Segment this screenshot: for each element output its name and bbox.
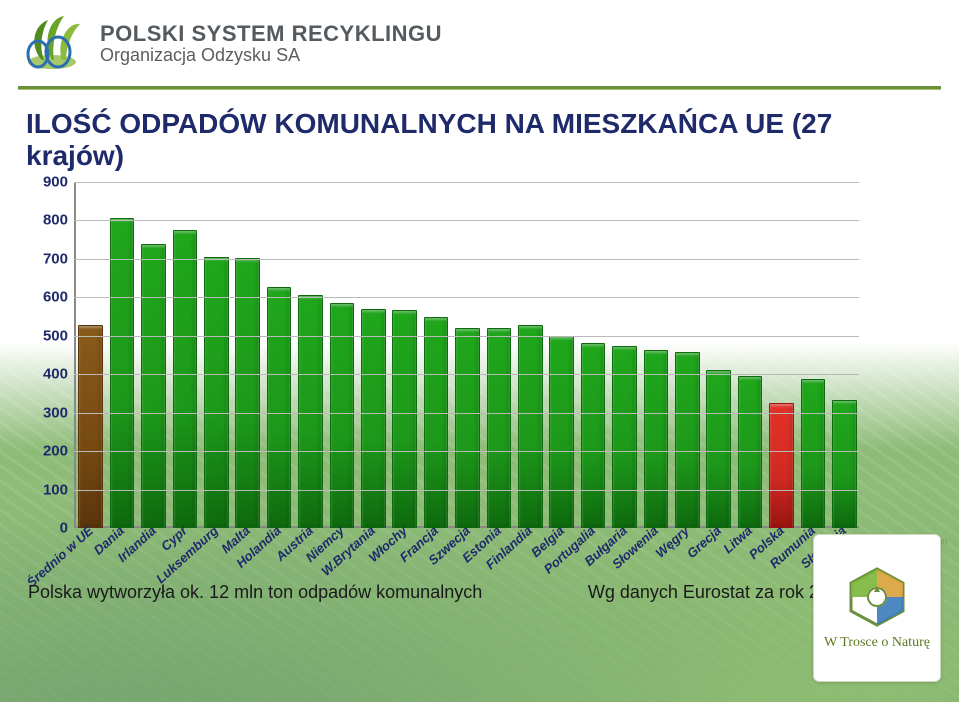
bar (706, 370, 731, 528)
bar (455, 328, 480, 528)
bar (110, 218, 135, 528)
slide-title: ILOŚĆ ODPADÓW KOMUNALNYCH NA MIESZKAŃCA … (0, 90, 959, 176)
brand-block: POLSKI SYSTEM RECYKLINGU Organizacja Odz… (100, 21, 442, 66)
brand-name: POLSKI SYSTEM RECYKLINGU (100, 21, 442, 47)
gridline (74, 220, 859, 221)
y-tick-label: 600 (43, 289, 68, 306)
y-tick-label: 700 (43, 250, 68, 267)
y-tick-label: 900 (43, 174, 68, 191)
y-tick-label: 400 (43, 366, 68, 383)
gridline (74, 451, 859, 452)
gridline (74, 259, 859, 260)
header: POLSKI SYSTEM RECYKLINGU Organizacja Odz… (0, 0, 959, 82)
bar (518, 325, 543, 528)
bar (78, 325, 103, 528)
y-axis: 0100200300400500600700800900 (26, 182, 74, 528)
bar (549, 336, 574, 528)
gridline (74, 490, 859, 491)
bar (769, 403, 794, 528)
y-tick-label: 0 (60, 520, 68, 537)
x-tick-label: Węgry (653, 523, 693, 561)
gridline (74, 336, 859, 337)
bars-container (74, 182, 859, 528)
bar (298, 295, 323, 528)
gridline (74, 374, 859, 375)
x-axis-labels: Średnio w UEDaniaIrlandiaCyprLuksemburgM… (74, 528, 859, 574)
bar (581, 343, 606, 528)
badge-text: W Trosce o Naturę (824, 636, 930, 650)
caption-right: Wg danych Eurostat za rok 2008 (588, 582, 849, 603)
chart-waste-per-capita: 0100200300400500600700800900 Średnio w U… (26, 182, 859, 574)
y-tick-label: 800 (43, 212, 68, 229)
program-badge: W Trosce o Naturę (813, 534, 941, 682)
bar (832, 400, 857, 528)
bar (235, 258, 260, 528)
bar (392, 310, 417, 528)
badge-icon (846, 566, 908, 628)
x-tick-label: Grecja (684, 523, 724, 561)
caption-left: Polska wytworzyła ok. 12 mln ton odpadów… (28, 582, 482, 603)
y-tick-label: 200 (43, 443, 68, 460)
y-tick-label: 100 (43, 481, 68, 498)
bar (424, 317, 449, 528)
bar (644, 350, 669, 528)
brand-subtitle: Organizacja Odzysku SA (100, 45, 442, 66)
bar (801, 379, 826, 528)
bar (173, 230, 198, 528)
bar (267, 287, 292, 528)
bar (141, 244, 166, 528)
bar (675, 352, 700, 528)
gridline (74, 182, 859, 183)
bar (361, 309, 386, 528)
y-tick-label: 500 (43, 327, 68, 344)
y-tick-label: 300 (43, 404, 68, 421)
plot-area (74, 182, 859, 528)
bar (487, 328, 512, 528)
gridline (74, 297, 859, 298)
gridline (74, 413, 859, 414)
logo (20, 10, 90, 76)
